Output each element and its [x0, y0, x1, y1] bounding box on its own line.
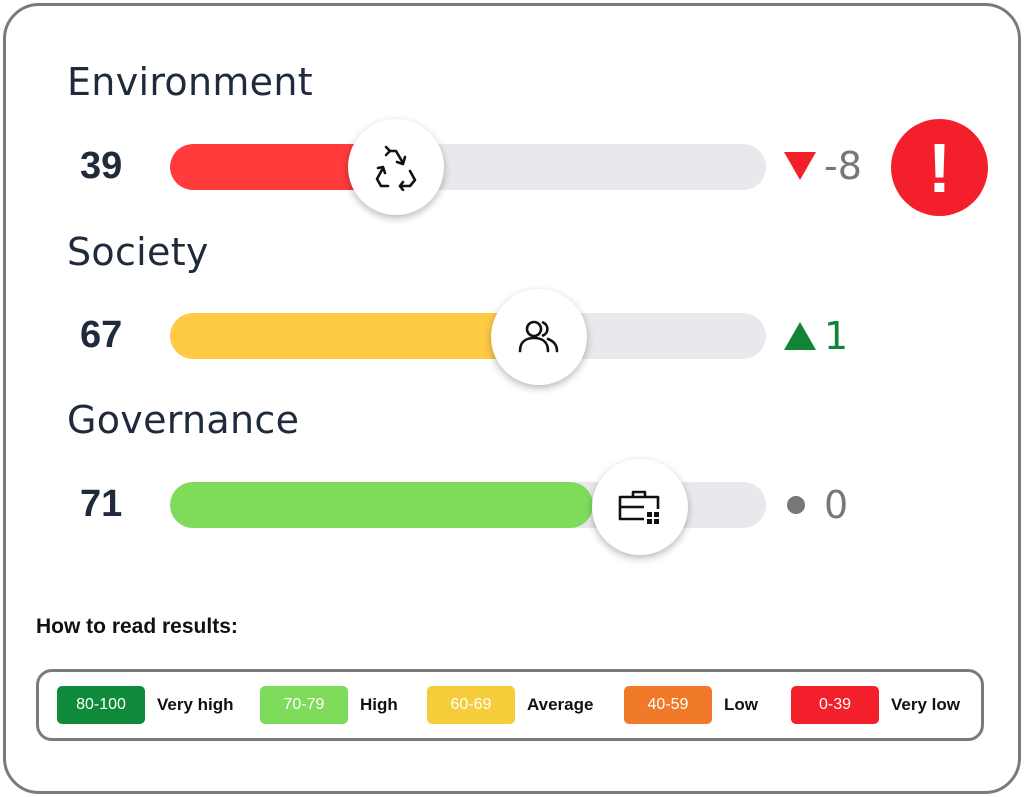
society-title: Society — [67, 230, 209, 274]
governance-slider-handle[interactable] — [592, 459, 688, 555]
environment-slider-handle[interactable] — [348, 119, 444, 215]
users-icon — [518, 320, 559, 353]
results-card — [3, 3, 1021, 794]
legend-item-high: 70-79 High — [260, 686, 398, 724]
legend-item-low: 40-59 Low — [624, 686, 758, 724]
environment-bar — [170, 144, 766, 190]
legend-item-very-high: 80-100 Very high — [57, 686, 234, 724]
legend-item-average: 60-69 Average — [427, 686, 593, 724]
legend-chip: 60-69 — [427, 686, 515, 724]
society-score: 67 — [80, 314, 123, 356]
legend-box — [36, 669, 984, 741]
alert-symbol: ! — [927, 128, 952, 207]
recycle-icon — [375, 145, 417, 191]
trend-neutral-icon — [787, 496, 805, 514]
legend-label: High — [360, 695, 398, 714]
society-trend-value: 1 — [824, 314, 849, 358]
legend-label: Low — [724, 695, 758, 714]
environment-title: Environment — [67, 60, 313, 104]
society-bar — [170, 313, 766, 359]
legend-chip: 0-39 — [791, 686, 879, 724]
alert-icon[interactable]: ! — [891, 119, 988, 216]
legend-label: Very high — [157, 695, 234, 714]
governance-trend-value: 0 — [824, 483, 849, 527]
legend-label: Average — [527, 695, 594, 714]
legend-label: Very low — [891, 695, 960, 714]
trend-down-icon — [784, 152, 816, 180]
environment-trend-value: -8 — [824, 144, 862, 188]
governance-score: 71 — [80, 483, 123, 525]
briefcase-icon — [618, 490, 660, 524]
legend-chip: 70-79 — [260, 686, 348, 724]
governance-bar-fill — [170, 482, 594, 528]
trend-up-icon — [784, 322, 816, 350]
society-slider-handle[interactable] — [491, 289, 587, 385]
environment-score: 39 — [80, 145, 123, 187]
legend-chip: 80-100 — [57, 686, 145, 724]
legend-chip: 40-59 — [624, 686, 712, 724]
governance-title: Governance — [67, 398, 300, 442]
society-trend: 1 — [784, 314, 848, 358]
environment-trend: -8 — [784, 144, 862, 188]
governance-trend: 0 — [784, 483, 848, 527]
legend-title: How to read results: — [36, 615, 238, 638]
legend-item-very-low: 0-39 Very low — [791, 686, 960, 724]
